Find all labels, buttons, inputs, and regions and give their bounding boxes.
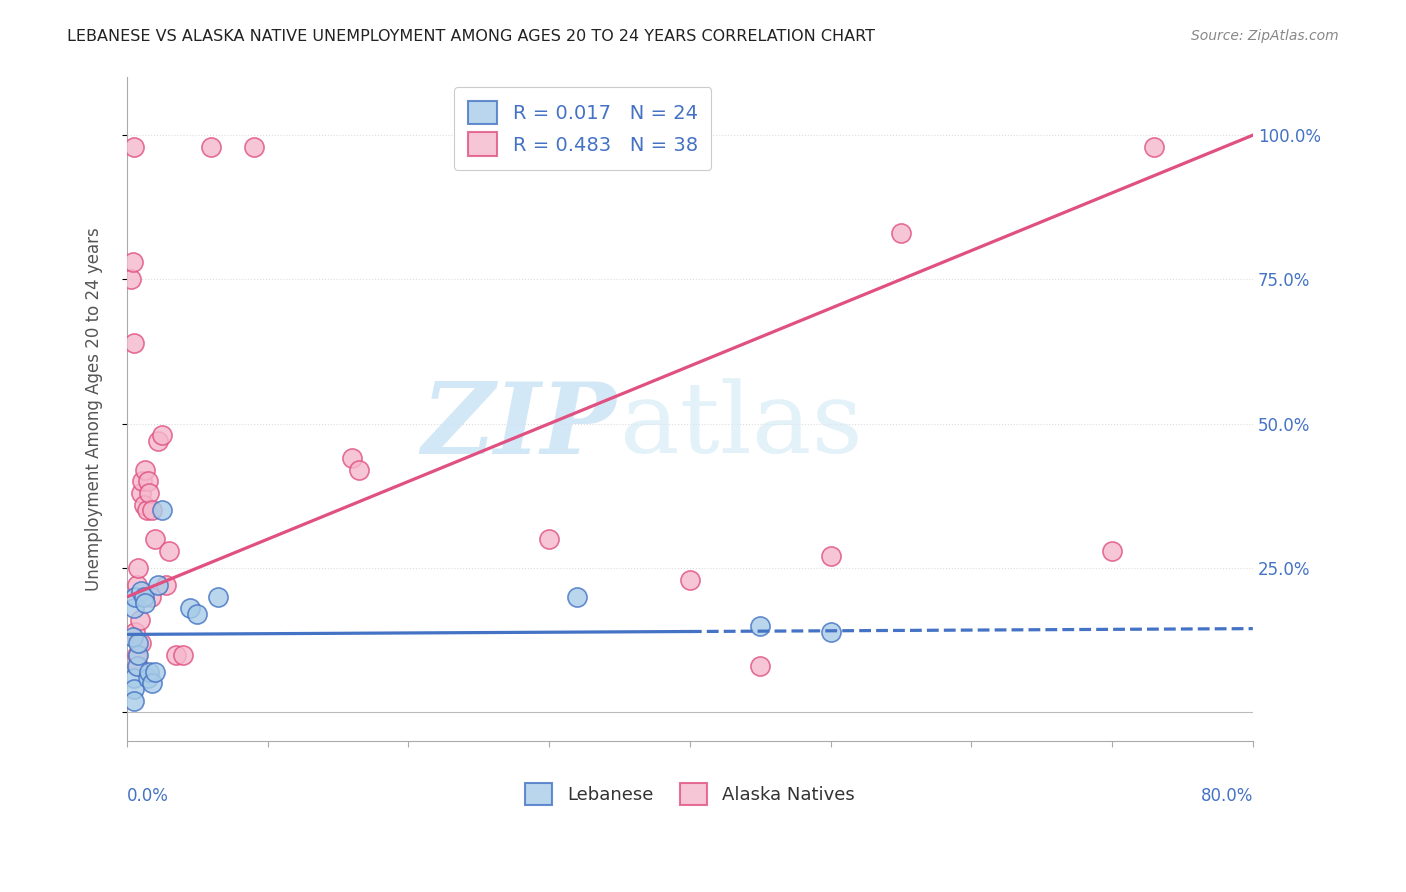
Point	[121, 630, 143, 644]
Point	[1101, 543, 1123, 558]
Point	[146, 578, 169, 592]
Text: 80.0%: 80.0%	[1201, 788, 1253, 805]
Point	[129, 584, 152, 599]
Point	[135, 503, 157, 517]
Point	[129, 486, 152, 500]
Point	[125, 648, 148, 662]
Point	[136, 475, 159, 489]
Point	[139, 590, 162, 604]
Y-axis label: Unemployment Among Ages 20 to 24 years: Unemployment Among Ages 20 to 24 years	[86, 227, 103, 591]
Text: atlas: atlas	[620, 378, 863, 474]
Point	[132, 498, 155, 512]
Text: 0.0%: 0.0%	[127, 788, 169, 805]
Point	[179, 601, 201, 615]
Point	[242, 139, 264, 153]
Point	[134, 596, 156, 610]
Point	[125, 659, 148, 673]
Point	[125, 578, 148, 592]
Point	[138, 486, 160, 500]
Point	[890, 227, 912, 241]
Point	[165, 648, 187, 662]
Point	[124, 590, 146, 604]
Point	[120, 272, 142, 286]
Point	[340, 451, 363, 466]
Point	[127, 636, 149, 650]
Point	[172, 648, 194, 662]
Point	[538, 532, 561, 546]
Point	[347, 463, 370, 477]
Point	[143, 665, 166, 679]
Point	[138, 665, 160, 679]
Point	[150, 428, 173, 442]
Point	[150, 503, 173, 517]
Point	[131, 475, 153, 489]
Point	[1143, 139, 1166, 153]
Point	[141, 503, 163, 517]
Point	[122, 671, 145, 685]
Point	[124, 624, 146, 639]
Point	[143, 532, 166, 546]
Point	[749, 659, 772, 673]
Point	[567, 590, 589, 604]
Point	[820, 549, 842, 564]
Point	[155, 578, 177, 592]
Point	[207, 590, 229, 604]
Point	[122, 601, 145, 615]
Text: Source: ZipAtlas.com: Source: ZipAtlas.com	[1191, 29, 1339, 43]
Point	[136, 671, 159, 685]
Text: ZIP: ZIP	[422, 377, 617, 475]
Point	[820, 624, 842, 639]
Point	[186, 607, 208, 622]
Point	[679, 573, 702, 587]
Point	[122, 694, 145, 708]
Point	[121, 255, 143, 269]
Point	[157, 543, 180, 558]
Text: LEBANESE VS ALASKA NATIVE UNEMPLOYMENT AMONG AGES 20 TO 24 YEARS CORRELATION CHA: LEBANESE VS ALASKA NATIVE UNEMPLOYMENT A…	[67, 29, 876, 44]
Legend: Lebanese, Alaska Natives: Lebanese, Alaska Natives	[517, 775, 862, 812]
Point	[132, 590, 155, 604]
Point	[134, 463, 156, 477]
Point	[127, 648, 149, 662]
Point	[122, 682, 145, 697]
Point	[141, 676, 163, 690]
Point	[122, 139, 145, 153]
Point	[129, 636, 152, 650]
Point	[122, 335, 145, 350]
Point	[127, 659, 149, 673]
Point	[127, 561, 149, 575]
Point	[200, 139, 222, 153]
Point	[146, 434, 169, 448]
Point	[128, 613, 150, 627]
Point	[749, 618, 772, 632]
